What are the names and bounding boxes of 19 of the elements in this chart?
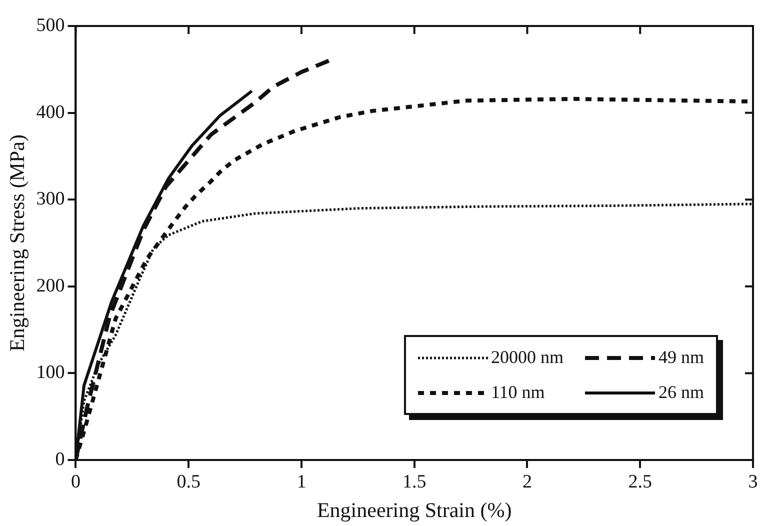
x-tick-label: 2.5 — [628, 471, 652, 492]
x-tick-label: 0.5 — [176, 471, 200, 492]
y-tick-label: 500 — [36, 14, 65, 36]
legend-label: 49 nm — [658, 347, 704, 368]
x-tick-label: 1.5 — [402, 471, 426, 492]
x-tick-label: 1 — [296, 471, 306, 492]
y-tick-label: 100 — [36, 362, 65, 384]
legend-label: 110 nm — [490, 382, 545, 403]
x-tick-label: 3 — [748, 471, 758, 492]
y-tick-label: 300 — [36, 188, 65, 210]
y-tick-label: 200 — [36, 275, 65, 296]
y-tick-label: 0 — [55, 448, 65, 470]
x-axis-title: Engineering Strain (%) — [316, 498, 512, 522]
y-tick-label: 400 — [36, 102, 65, 123]
x-tick-label: 0 — [70, 471, 80, 492]
legend-label: 26 nm — [658, 382, 704, 403]
y-axis-title: Engineering Stress (MPa) — [5, 134, 30, 352]
x-tick-label: 2 — [522, 471, 532, 492]
legend-label: 20000 nm — [490, 347, 564, 368]
